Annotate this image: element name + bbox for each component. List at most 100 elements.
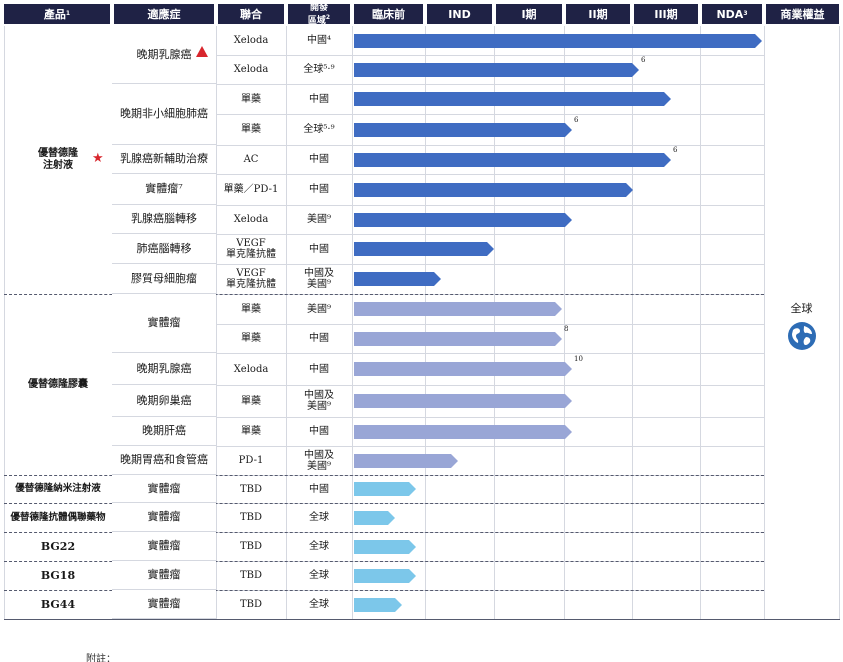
- combo-label: 單藥: [241, 426, 261, 437]
- combo-cell: TBD: [216, 475, 286, 503]
- progress-arrow: [354, 92, 671, 106]
- indication-cell: 乳腺癌新輔助治療: [112, 145, 216, 174]
- progress-arrow-shape: [354, 242, 494, 256]
- region-label: 全球: [309, 541, 329, 552]
- header-phase2: II期: [566, 4, 630, 24]
- combo-cell: Xeloda: [216, 26, 286, 55]
- progress-arrow-shape: [354, 362, 572, 376]
- star-icon: ★: [92, 151, 104, 166]
- region-cell: 全球⁵·⁹: [286, 55, 352, 84]
- row-separator: [112, 264, 764, 265]
- indication-label: 實體瘤: [147, 510, 181, 523]
- header-preclinical-label: 臨床前: [372, 7, 405, 21]
- region-label: 中國: [309, 93, 329, 105]
- indication-label: 晚期非小細胞肺癌: [120, 107, 208, 120]
- progress-arrow: [354, 511, 395, 525]
- region-cell: 中國: [286, 475, 352, 503]
- region-label: 全球: [309, 570, 329, 581]
- combo-label: TBD: [239, 570, 263, 581]
- region-cell: 中國: [286, 174, 352, 205]
- region-label: 中國: [309, 333, 329, 344]
- progress-arrow: [354, 213, 572, 227]
- region-label: 中國⁴: [306, 35, 331, 46]
- indication-cell: 晚期肝癌: [112, 417, 216, 446]
- region-label: 全球: [309, 599, 329, 610]
- progress-arrow-shape: [354, 482, 416, 496]
- product-bg22-label: BG22: [40, 539, 76, 553]
- progress-arrow: [354, 332, 562, 346]
- region-label: 中國: [309, 363, 329, 375]
- progress-arrow-shape: [354, 302, 562, 316]
- header-region-sup: 2: [325, 13, 331, 21]
- region-label-line: 美國⁹: [306, 460, 331, 472]
- region-cell: 全球⁵·⁹: [286, 114, 352, 145]
- region-cell: 全球: [286, 532, 352, 561]
- region-label: 中國: [309, 426, 329, 437]
- product-bg44-label: BG44: [40, 597, 76, 611]
- header-indication: 適應症: [114, 4, 214, 24]
- header-product: 產品 1: [4, 4, 110, 24]
- product-capsule: 優替德隆膠囊: [4, 294, 112, 475]
- region-label-line: 中國及: [304, 449, 334, 461]
- progress-arrow-shape: [354, 213, 572, 227]
- region-cell: 中國: [286, 234, 352, 264]
- progress-arrow-shape: [354, 454, 458, 468]
- indication-label: 實體瘤: [147, 481, 181, 495]
- header-combo: 聯合: [218, 4, 284, 24]
- indication-cell: 肺癌腦轉移: [112, 234, 216, 264]
- region-cell: 中國: [286, 324, 352, 353]
- product-adc: 優替德隆抗體偶聯藥物: [4, 503, 112, 532]
- combo-label: 單藥: [241, 93, 261, 105]
- indication-label: 晚期乳腺癌: [136, 361, 192, 375]
- combo-cell: 單藥: [216, 417, 286, 446]
- progress-arrow: [354, 394, 572, 408]
- combo-cell: 單藥: [216, 324, 286, 353]
- indication-label: 肺癌腦轉移: [136, 241, 192, 255]
- header-region-l1: 開發: [309, 2, 328, 13]
- header-indication-label: 適應症: [147, 7, 181, 21]
- region-cell: 中國: [286, 353, 352, 385]
- product-bg18: BG18: [4, 561, 112, 590]
- indication-cell: 實體瘤: [112, 503, 216, 532]
- region-cell: 中國: [286, 145, 352, 174]
- region-label-line: 中國及: [304, 390, 334, 401]
- combo-label: Xeloda: [233, 64, 269, 75]
- rights-global-label: 全球: [790, 302, 813, 315]
- header-phase1: I期: [496, 4, 562, 24]
- product-nano: 優替德隆納米注射液: [4, 475, 112, 503]
- combo-cell: Xeloda: [216, 205, 286, 234]
- progress-arrow: [354, 123, 572, 137]
- indication-cell: 實體瘤: [112, 561, 216, 590]
- region-label: 全球⁵·⁹: [303, 64, 335, 75]
- header-ind: IND: [427, 4, 492, 24]
- indication-cell: 晚期卵巢癌: [112, 385, 216, 417]
- indication-label: 實體瘤: [147, 597, 181, 610]
- indication-label: 膠質母細胞瘤: [131, 271, 197, 285]
- product-injection: 優替德隆 注射液: [4, 26, 112, 294]
- combo-label: TBD: [239, 483, 263, 495]
- product-bg44: BG44: [4, 590, 112, 619]
- progress-arrow: [354, 183, 633, 197]
- row-separator: [112, 114, 764, 115]
- progress-arrow: [354, 272, 441, 286]
- combo-label-line: VEGF: [236, 268, 266, 279]
- header-region: 開發 區域2: [288, 2, 350, 26]
- rights-global: 全球: [764, 300, 839, 318]
- footnote: 附註：: [86, 654, 116, 662]
- header-nda-label: NDA: [716, 7, 744, 21]
- product-bg22: BG22: [4, 532, 112, 561]
- combo-label: Xeloda: [233, 35, 269, 46]
- product-bg18-label: BG18: [40, 568, 76, 582]
- region-cell: 中國及 美國⁹: [286, 446, 352, 475]
- product-adc-label: 優替德隆抗體偶聯藥物: [10, 511, 106, 523]
- combo-cell: 單藥／PD-1: [216, 174, 286, 205]
- combo-cell: AC: [216, 145, 286, 174]
- combo-cell: TBD: [216, 590, 286, 619]
- combo-cell: TBD: [216, 532, 286, 561]
- row-separator: [112, 205, 764, 206]
- bar-footnote: 8: [564, 325, 569, 333]
- indication-label: 晚期乳腺癌: [136, 47, 192, 61]
- progress-arrow-shape: [354, 34, 762, 48]
- indication-label: 實體瘤: [147, 316, 181, 329]
- progress-arrow-shape: [354, 540, 416, 554]
